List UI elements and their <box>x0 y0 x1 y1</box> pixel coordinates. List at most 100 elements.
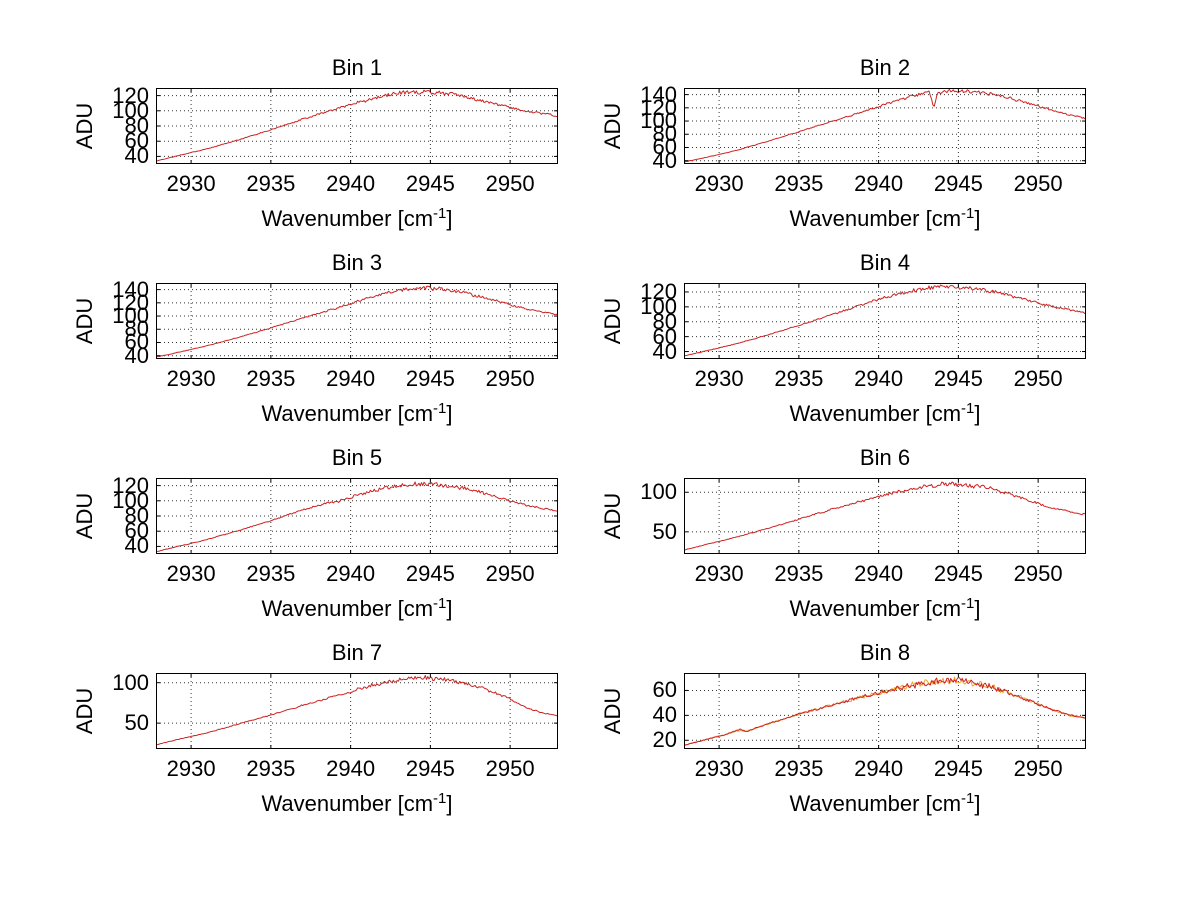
x-axis-label-bracket: ] <box>974 206 981 231</box>
y-tick-label: 80 <box>652 121 677 147</box>
y-tick-label: 80 <box>124 316 149 342</box>
y-tick-label: 60 <box>124 128 149 154</box>
y-tick-label: 40 <box>652 338 677 364</box>
axis-box <box>156 478 558 554</box>
x-tick-label: 2935 <box>246 561 296 586</box>
y-tick-label: 60 <box>124 329 149 355</box>
x-tick-label: 2940 <box>854 366 904 391</box>
x-tick-label: 2940 <box>326 171 376 196</box>
y-tick-label: 120 <box>112 82 149 108</box>
y-tick-label: 100 <box>640 479 677 505</box>
y-tick-label: 20 <box>652 727 677 753</box>
x-axis-label-text: Wavenumber [cm <box>789 791 962 816</box>
series-spectrum-b-bin-8 <box>684 676 1086 746</box>
series-spectrum-bin-7 <box>156 675 558 746</box>
x-axis-label-bracket: ] <box>446 791 453 816</box>
y-tick-label: 50 <box>124 710 149 736</box>
x-tick-label: 2935 <box>774 756 824 781</box>
x-axis-label-superscript: -1 <box>961 400 975 417</box>
x-tick-label: 2935 <box>246 366 296 391</box>
x-tick-label: 2940 <box>326 561 376 586</box>
x-tick-label: 2930 <box>166 171 216 196</box>
x-tick-label: 2935 <box>774 171 824 196</box>
x-axis-label-text: Wavenumber [cm <box>261 596 434 621</box>
axis-box <box>156 283 558 359</box>
x-axis-label-text: Wavenumber [cm <box>789 206 962 231</box>
x-tick-label: 2945 <box>933 561 983 586</box>
y-tick-label: 60 <box>652 134 677 160</box>
plot-area-bin-8 <box>684 673 1086 749</box>
x-tick-label: 2945 <box>933 171 983 196</box>
x-tick-label: 2950 <box>1013 756 1063 781</box>
y-tick-label: 50 <box>652 518 677 544</box>
x-tick-label: 2950 <box>485 171 535 196</box>
axis-box <box>156 88 558 164</box>
y-tick-label: 120 <box>112 472 149 498</box>
y-tick-label: 100 <box>112 669 149 695</box>
x-axis-label-text: Wavenumber [cm <box>261 791 434 816</box>
subplot-title-bin-3: Bin 3 <box>331 250 383 275</box>
subplot-title-bin-8: Bin 8 <box>859 640 911 665</box>
x-axis-label-superscript: -1 <box>433 595 447 612</box>
y-tick-label: 100 <box>640 293 677 319</box>
series-spectrum-bin-2 <box>684 88 1086 163</box>
y-tick-label: 60 <box>652 323 677 349</box>
y-tick-label: 100 <box>112 487 149 513</box>
axis-box <box>156 673 558 749</box>
x-axis-label-bracket: ] <box>974 596 981 621</box>
x-axis-label-superscript: -1 <box>961 205 975 222</box>
series-spectrum-bin-6 <box>684 481 1086 551</box>
x-tick-label: 2950 <box>1013 561 1063 586</box>
x-tick-label: 2940 <box>854 561 904 586</box>
x-axis-label-text: Wavenumber [cm <box>789 596 962 621</box>
x-axis-label-superscript: -1 <box>961 595 975 612</box>
plot-area-bin-4 <box>684 283 1086 359</box>
plot-area-bin-6 <box>684 478 1086 554</box>
x-tick-label: 2945 <box>933 756 983 781</box>
y-tick-label: 120 <box>640 278 677 304</box>
x-tick-label: 2940 <box>326 366 376 391</box>
subplot-title-bin-2: Bin 2 <box>859 55 911 80</box>
y-tick-label: 140 <box>112 276 149 302</box>
x-tick-label: 2945 <box>405 366 455 391</box>
x-tick-label: 2950 <box>485 366 535 391</box>
axis-box <box>684 673 1086 749</box>
y-tick-label: 140 <box>640 81 677 107</box>
x-tick-label: 2930 <box>694 756 744 781</box>
x-axis-label-superscript: -1 <box>961 790 975 807</box>
x-tick-label: 2945 <box>933 366 983 391</box>
x-axis-label-bin-6: Wavenumber [cm-1] <box>684 595 1086 622</box>
x-tick-label: 2935 <box>246 171 296 196</box>
x-axis-label-bin-3: Wavenumber [cm-1] <box>156 400 558 427</box>
x-axis-label-text: Wavenumber [cm <box>261 401 434 426</box>
x-tick-label: 2950 <box>1013 366 1063 391</box>
x-axis-label-bracket: ] <box>446 596 453 621</box>
x-tick-label: 2945 <box>405 171 455 196</box>
x-tick-label: 2930 <box>694 171 744 196</box>
y-tick-label: 60 <box>124 518 149 544</box>
x-axis-label-superscript: -1 <box>433 790 447 807</box>
y-tick-label: 40 <box>124 342 149 368</box>
y-tick-label: 40 <box>124 143 149 169</box>
x-tick-label: 2935 <box>246 756 296 781</box>
y-tick-label: 80 <box>124 113 149 138</box>
x-axis-label-text: Wavenumber [cm <box>261 206 434 231</box>
plot-area-bin-1 <box>156 88 558 164</box>
x-axis-label-bracket: ] <box>446 206 453 231</box>
x-axis-label-bin-7: Wavenumber [cm-1] <box>156 790 558 817</box>
subplot-title-bin-5: Bin 5 <box>331 445 383 470</box>
x-axis-label-bin-4: Wavenumber [cm-1] <box>684 400 1086 427</box>
x-tick-label: 2945 <box>405 561 455 586</box>
x-axis-label-bin-1: Wavenumber [cm-1] <box>156 205 558 232</box>
plot-area-bin-5 <box>156 478 558 554</box>
subplot-title-bin-1: Bin 1 <box>331 55 383 80</box>
x-tick-label: 2950 <box>485 561 535 586</box>
axis-box <box>684 478 1086 554</box>
y-tick-label: 120 <box>640 94 677 120</box>
axis-box <box>684 283 1086 359</box>
y-tick-label: 40 <box>652 147 677 173</box>
x-tick-label: 2930 <box>694 366 744 391</box>
subplot-title-bin-7: Bin 7 <box>331 640 383 665</box>
x-axis-label-bin-2: Wavenumber [cm-1] <box>684 205 1086 232</box>
x-tick-label: 2935 <box>774 561 824 586</box>
